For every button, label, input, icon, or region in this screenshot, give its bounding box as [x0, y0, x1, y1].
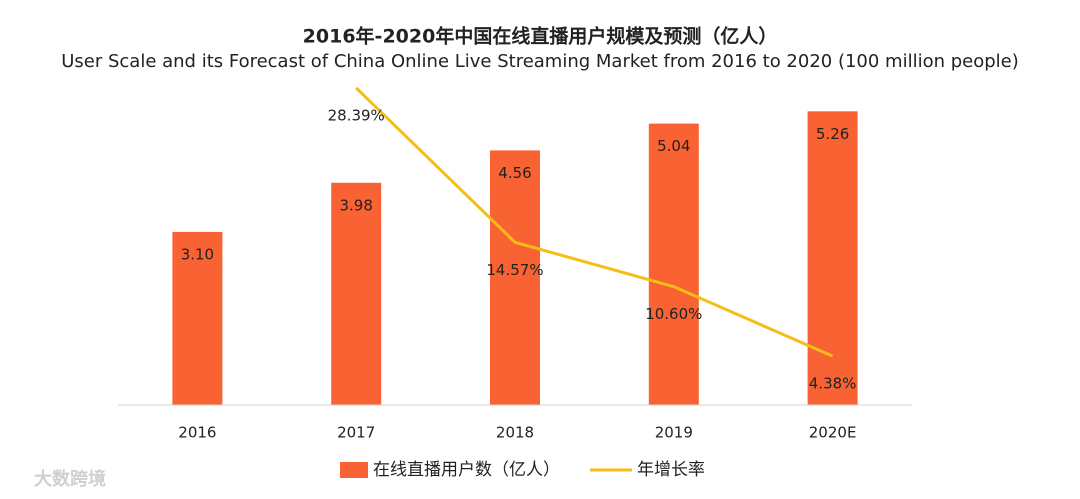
data-label: 14.57%	[486, 261, 543, 279]
bar	[648, 123, 699, 405]
bar	[490, 150, 540, 405]
line	[355, 86, 834, 358]
legend-label: 年增长率	[637, 460, 705, 480]
x-tick-label: 2017	[337, 424, 375, 442]
chart-subtitle: User Scale and its Forecast of China Onl…	[61, 51, 1019, 72]
watermark: 大数跨境	[34, 468, 106, 490]
x-tick-label: 2016	[178, 424, 216, 442]
data-label: 3.10	[181, 245, 214, 263]
data-label: 4.38%	[809, 375, 857, 393]
data-label: 3.98	[339, 196, 372, 214]
data-label: 5.26	[816, 125, 849, 143]
data-label: 4.56	[498, 164, 531, 182]
bar	[807, 111, 858, 406]
legend-swatch	[340, 462, 368, 478]
bar	[172, 231, 223, 405]
legend-label: 在线直播用户数（亿人）	[373, 460, 560, 480]
chart-title: 2016年-2020年中国在线直播用户规模及预测（亿人）	[303, 25, 778, 48]
data-label: 28.39%	[328, 106, 385, 124]
x-tick-label: 2018	[496, 424, 534, 442]
data-label: 5.04	[657, 137, 690, 155]
x-tick-label: 2020E	[809, 424, 857, 442]
data-label: 10.60%	[645, 305, 702, 323]
bar	[331, 182, 382, 405]
x-tick-label: 2019	[655, 424, 693, 442]
